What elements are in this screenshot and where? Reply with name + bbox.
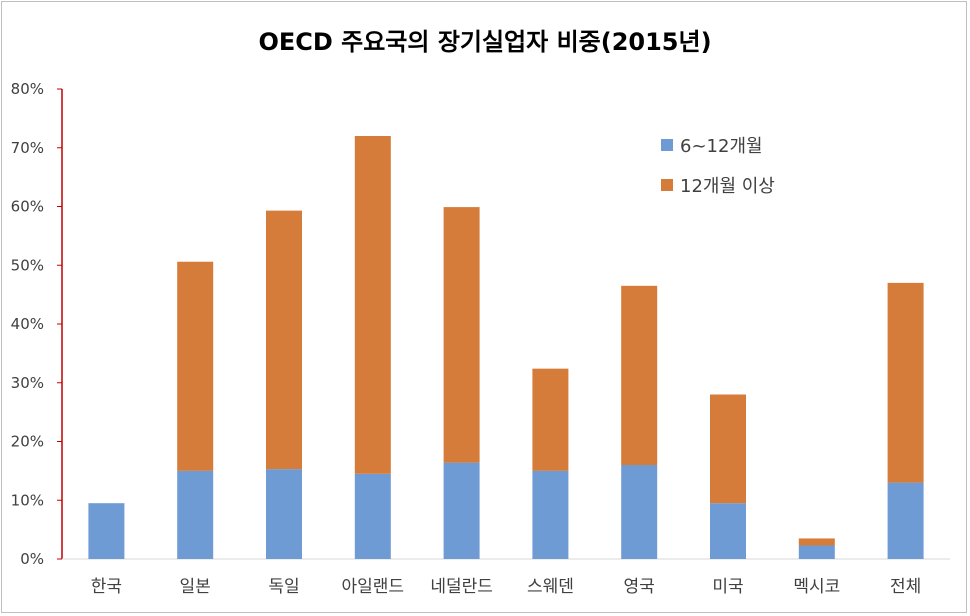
legend-label: 6~12개월 [680, 136, 763, 157]
x-category-label: 독일 [268, 577, 299, 597]
legend-swatch [661, 139, 673, 151]
x-category-label: 네덜란드 [430, 577, 493, 597]
y-tick-label: 30% [11, 374, 44, 392]
x-category-label: 영국 [624, 577, 655, 597]
y-tick-label: 20% [11, 433, 44, 451]
bar-segment-6-12-months [798, 545, 835, 559]
bars [88, 136, 924, 559]
y-tick-label: 70% [11, 139, 44, 157]
category-labels: 한국 일본 독일 아일랜드 네덜란드 스웨덴 영국 미국 멕시코 전체 [91, 577, 921, 597]
x-category-label: 전체 [890, 577, 921, 597]
x-category-label: 스웨덴 [527, 577, 574, 597]
y-tick-label: 50% [11, 256, 44, 274]
bar-segment-6-12-months [887, 482, 924, 559]
x-category-label: 미국 [712, 577, 743, 597]
bar-segment-6-12-months [88, 503, 125, 559]
x-category-label: 멕시코 [793, 577, 840, 597]
bar-segment-6-12-months [177, 470, 214, 559]
bar-segment-over-12-months [621, 285, 658, 465]
bar-segment-over-12-months [443, 207, 480, 463]
axes: 0% 10% 20% 30% 40% 50% 60% 70% 80% [11, 80, 950, 568]
y-tick-label: 0% [20, 550, 44, 568]
bar-segment-over-12-months [798, 538, 835, 546]
y-tick-label: 40% [11, 315, 44, 333]
bar-segment-6-12-months [710, 503, 746, 559]
legend-label: 12개월 이상 [680, 176, 775, 197]
bar-segment-over-12-months [354, 136, 391, 474]
y-tick-label: 60% [11, 198, 44, 216]
bar-segment-6-12-months [532, 470, 569, 559]
y-tick-label: 10% [11, 491, 44, 509]
bar-segment-6-12-months [621, 465, 658, 559]
bar-segment-6-12-months [443, 462, 480, 559]
chart-title: OECD 주요국의 장기실업자 비중(2015년) [258, 28, 712, 56]
y-tick-label: 80% [11, 80, 44, 98]
legend: 6~12개월 12개월 이상 [661, 136, 775, 197]
bar-segment-over-12-months [532, 368, 569, 471]
bar-segment-6-12-months [354, 473, 391, 559]
x-category-label: 아일랜드 [342, 577, 405, 597]
bar-segment-over-12-months [266, 210, 302, 470]
bar-segment-6-12-months [266, 469, 302, 559]
x-category-label: 한국 [91, 577, 122, 597]
bar-segment-over-12-months [710, 394, 746, 504]
x-category-label: 일본 [180, 577, 211, 597]
legend-swatch [661, 179, 673, 191]
bar-segment-over-12-months [177, 261, 214, 471]
bar-segment-over-12-months [887, 282, 924, 483]
